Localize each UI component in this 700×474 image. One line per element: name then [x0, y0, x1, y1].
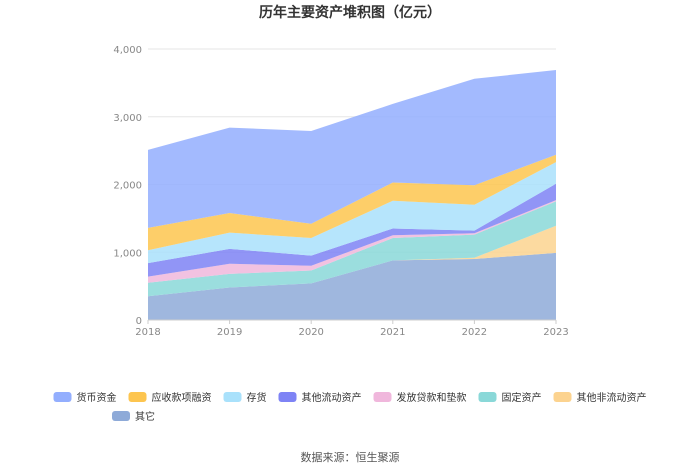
x-tick-label: 2021: [380, 327, 405, 338]
legend-label: 发放贷款和垫款: [397, 391, 467, 404]
legend-label: 其他非流动资产: [577, 391, 647, 404]
legend-swatch: [553, 392, 572, 402]
x-tick-label: 2018: [135, 327, 160, 338]
area-其他流动资产: [148, 183, 556, 277]
y-tick-label: 1,000: [113, 248, 142, 259]
legend-label: 固定资产: [502, 391, 542, 404]
x-tick-label: 2023: [543, 327, 568, 338]
legend-swatch: [128, 392, 147, 402]
legend-swatch: [112, 411, 130, 421]
legend-swatch: [278, 392, 297, 402]
area-货币资金: [148, 70, 556, 228]
legend-label: 其他流动资产: [302, 391, 362, 404]
y-tick-label: 3,000: [113, 113, 142, 124]
x-tick-label: 2022: [462, 327, 487, 338]
legend-label: 存货: [247, 391, 267, 404]
axes: 0 1,000 2,000 3,000 4,000 2018 2019 2020 2021 202…: [113, 45, 568, 338]
area-固定资产: [148, 201, 556, 297]
area-应收款项融资: [148, 154, 556, 251]
y-tick-label: 4,000: [113, 45, 142, 56]
legend-swatch: [53, 392, 72, 402]
area-series: [148, 70, 556, 320]
y-tick-label: 0: [136, 316, 142, 327]
legend-label: 应收款项融资: [152, 391, 212, 404]
x-tick-label: 2020: [298, 327, 323, 338]
legend-swatch: [478, 392, 497, 402]
y-tick-label: 2,000: [113, 181, 142, 192]
legend-label: 其它: [135, 410, 155, 423]
legend-swatch: [373, 392, 392, 402]
legend-swatch: [223, 392, 242, 402]
legend-label: 货币资金: [77, 391, 117, 404]
area-存货: [148, 162, 556, 264]
area-发放贷款和垫款: [148, 200, 556, 283]
chart-title: 历年主要资产堆积图（亿元）: [259, 4, 441, 21]
area-其它: [148, 252, 556, 320]
x-tick-label: 2019: [217, 327, 242, 338]
source-note: 数据来源：恒生聚源: [301, 450, 400, 464]
